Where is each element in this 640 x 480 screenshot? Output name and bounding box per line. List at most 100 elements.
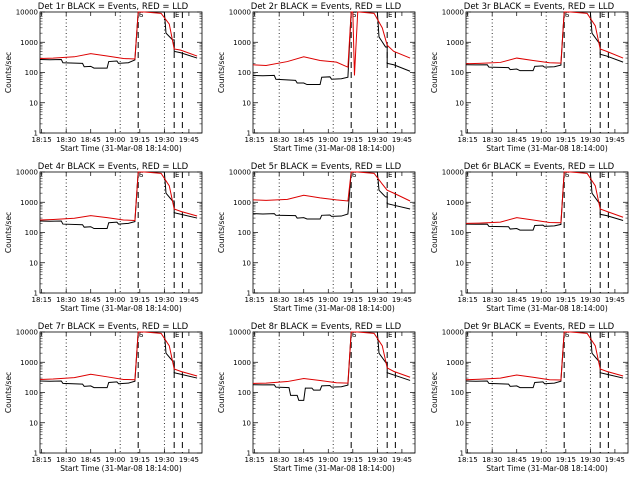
- x-tick-label: 18:15: [245, 136, 265, 144]
- x-tick-label: 19:30: [367, 296, 387, 304]
- chart-title: Det 4r BLACK = Events, RED = LLD: [38, 162, 189, 172]
- x-tick-label: 19:45: [605, 136, 625, 144]
- y-tick-label: 10000: [442, 329, 464, 337]
- x-tick-label: 19:00: [105, 136, 125, 144]
- y-tick-label: 10: [242, 419, 251, 427]
- marker-top-label: S: [565, 171, 570, 179]
- lld-series-line: [252, 171, 411, 202]
- x-tick-label: 19:45: [179, 296, 199, 304]
- x-tick-label: 19:15: [556, 296, 576, 304]
- y-axis-label: Counts/sec: [430, 52, 439, 93]
- x-tick-label: 18:15: [458, 136, 478, 144]
- detector-panel: Det 3r BLACK = Events, RED = LLD 1 10 100 10…: [426, 0, 639, 160]
- marker-top-label: E: [388, 11, 392, 19]
- chart-title: Det 1r BLACK = Events, RED = LLD: [38, 2, 189, 12]
- detector-chart: Det 6r BLACK = Events, RED = LLD 1 10 100 10…: [430, 162, 629, 313]
- y-tick-label: 1000: [20, 199, 38, 207]
- plot-frame: [39, 171, 203, 294]
- detector-chart: Det 2r BLACK = Events, RED = LLD 1 10 100 10…: [217, 2, 416, 153]
- x-tick-label: 19:15: [343, 296, 363, 304]
- detector-chart: Det 8r BLACK = Events, RED = LLD 1 10 100 10…: [217, 322, 416, 473]
- y-tick-label: 1: [460, 450, 464, 458]
- marker-top-label: E: [601, 11, 605, 19]
- x-tick-label: 19:45: [392, 136, 412, 144]
- events-series-line: [39, 331, 198, 389]
- marker-top-label: E: [175, 171, 179, 179]
- marker-top-label: E: [388, 171, 392, 179]
- y-axis-label: Counts/sec: [217, 372, 226, 413]
- x-axis-label: Start Time (31-Mar-08 18:14:00): [60, 144, 182, 153]
- detector-chart: Det 4r BLACK = Events, RED = LLD 1 10 100 10…: [4, 162, 203, 313]
- y-tick-label: 10000: [229, 9, 251, 17]
- marker-top-label: E: [388, 331, 392, 339]
- plot-frame: [252, 331, 416, 454]
- lld-series-line: [39, 11, 198, 60]
- x-tick-label: 18:45: [81, 136, 101, 144]
- x-tick-label: 18:15: [32, 296, 52, 304]
- detector-panel: Det 2r BLACK = Events, RED = LLD 1 10 100 10…: [213, 0, 426, 160]
- x-axis-label: Start Time (31-Mar-08 18:14:00): [486, 464, 608, 473]
- detector-chart: Det 1r BLACK = Events, RED = LLD 1 10 100 10…: [4, 2, 203, 153]
- x-axis-label: Start Time (31-Mar-08 18:14:00): [486, 304, 608, 313]
- x-tick-label: 19:00: [318, 296, 338, 304]
- y-tick-label: 10: [455, 419, 464, 427]
- plot-frame: [465, 171, 629, 294]
- y-tick-label: 1: [247, 450, 251, 458]
- x-tick-label: 18:45: [507, 456, 527, 464]
- x-tick-label: 19:00: [318, 136, 338, 144]
- x-tick-label: 19:00: [105, 456, 125, 464]
- x-tick-label: 19:00: [318, 456, 338, 464]
- x-tick-label: 18:30: [482, 296, 502, 304]
- y-axis-label: Counts/sec: [4, 372, 13, 413]
- y-tick-label: 1000: [446, 39, 464, 47]
- y-tick-label: 100: [238, 229, 251, 237]
- x-tick-label: 18:45: [81, 296, 101, 304]
- x-tick-label: 19:30: [154, 296, 174, 304]
- x-tick-label: 19:15: [556, 456, 576, 464]
- x-tick-label: 19:45: [605, 296, 625, 304]
- x-tick-label: 19:30: [580, 456, 600, 464]
- detector-chart: Det 3r BLACK = Events, RED = LLD 1 10 100 10…: [430, 2, 629, 153]
- y-tick-label: 10000: [16, 9, 38, 17]
- x-tick-label: 19:45: [179, 456, 199, 464]
- y-tick-label: 1000: [446, 199, 464, 207]
- lld-series-line: [252, 331, 411, 384]
- x-axis-label: Start Time (31-Mar-08 18:14:00): [273, 304, 395, 313]
- plot-frame: [39, 11, 203, 134]
- marker-top-label: S: [139, 171, 144, 179]
- x-tick-label: 18:30: [269, 296, 289, 304]
- detector-chart: Det 7r BLACK = Events, RED = LLD 1 10 100 10…: [4, 322, 203, 473]
- x-tick-label: 18:45: [294, 296, 314, 304]
- y-axis-label: Counts/sec: [430, 372, 439, 413]
- y-tick-label: 100: [25, 229, 38, 237]
- detector-chart: Det 5r BLACK = Events, RED = LLD 1 10 100 10…: [217, 162, 416, 313]
- x-tick-label: 18:45: [507, 136, 527, 144]
- marker-top-label: E: [601, 171, 605, 179]
- x-tick-label: 18:30: [482, 456, 502, 464]
- y-axis-label: Counts/sec: [217, 212, 226, 253]
- x-tick-label: 18:30: [269, 136, 289, 144]
- x-tick-label: 19:15: [343, 456, 363, 464]
- y-tick-label: 100: [451, 229, 464, 237]
- marker-top-label: E: [601, 331, 605, 339]
- events-series-line: [465, 11, 624, 72]
- x-tick-label: 18:30: [269, 456, 289, 464]
- marker-top-label: S: [565, 11, 570, 19]
- x-tick-label: 19:30: [580, 136, 600, 144]
- x-tick-label: 18:45: [81, 456, 101, 464]
- y-tick-label: 1: [34, 450, 38, 458]
- x-tick-label: 18:15: [458, 296, 478, 304]
- plot-frame: [252, 171, 416, 294]
- x-axis-label: Start Time (31-Mar-08 18:14:00): [273, 464, 395, 473]
- x-tick-label: 19:30: [580, 296, 600, 304]
- detector-panel: Det 1r BLACK = Events, RED = LLD 1 10 100 10…: [0, 0, 213, 160]
- y-tick-label: 1000: [446, 359, 464, 367]
- y-tick-label: 10: [455, 259, 464, 267]
- x-tick-label: 18:45: [294, 136, 314, 144]
- marker-top-label: E: [175, 11, 179, 19]
- chart-title: Det 3r BLACK = Events, RED = LLD: [464, 2, 615, 12]
- x-axis-label: Start Time (31-Mar-08 18:14:00): [273, 144, 395, 153]
- events-series-line: [252, 11, 411, 86]
- x-tick-label: 19:15: [130, 456, 150, 464]
- x-tick-label: 18:15: [32, 456, 52, 464]
